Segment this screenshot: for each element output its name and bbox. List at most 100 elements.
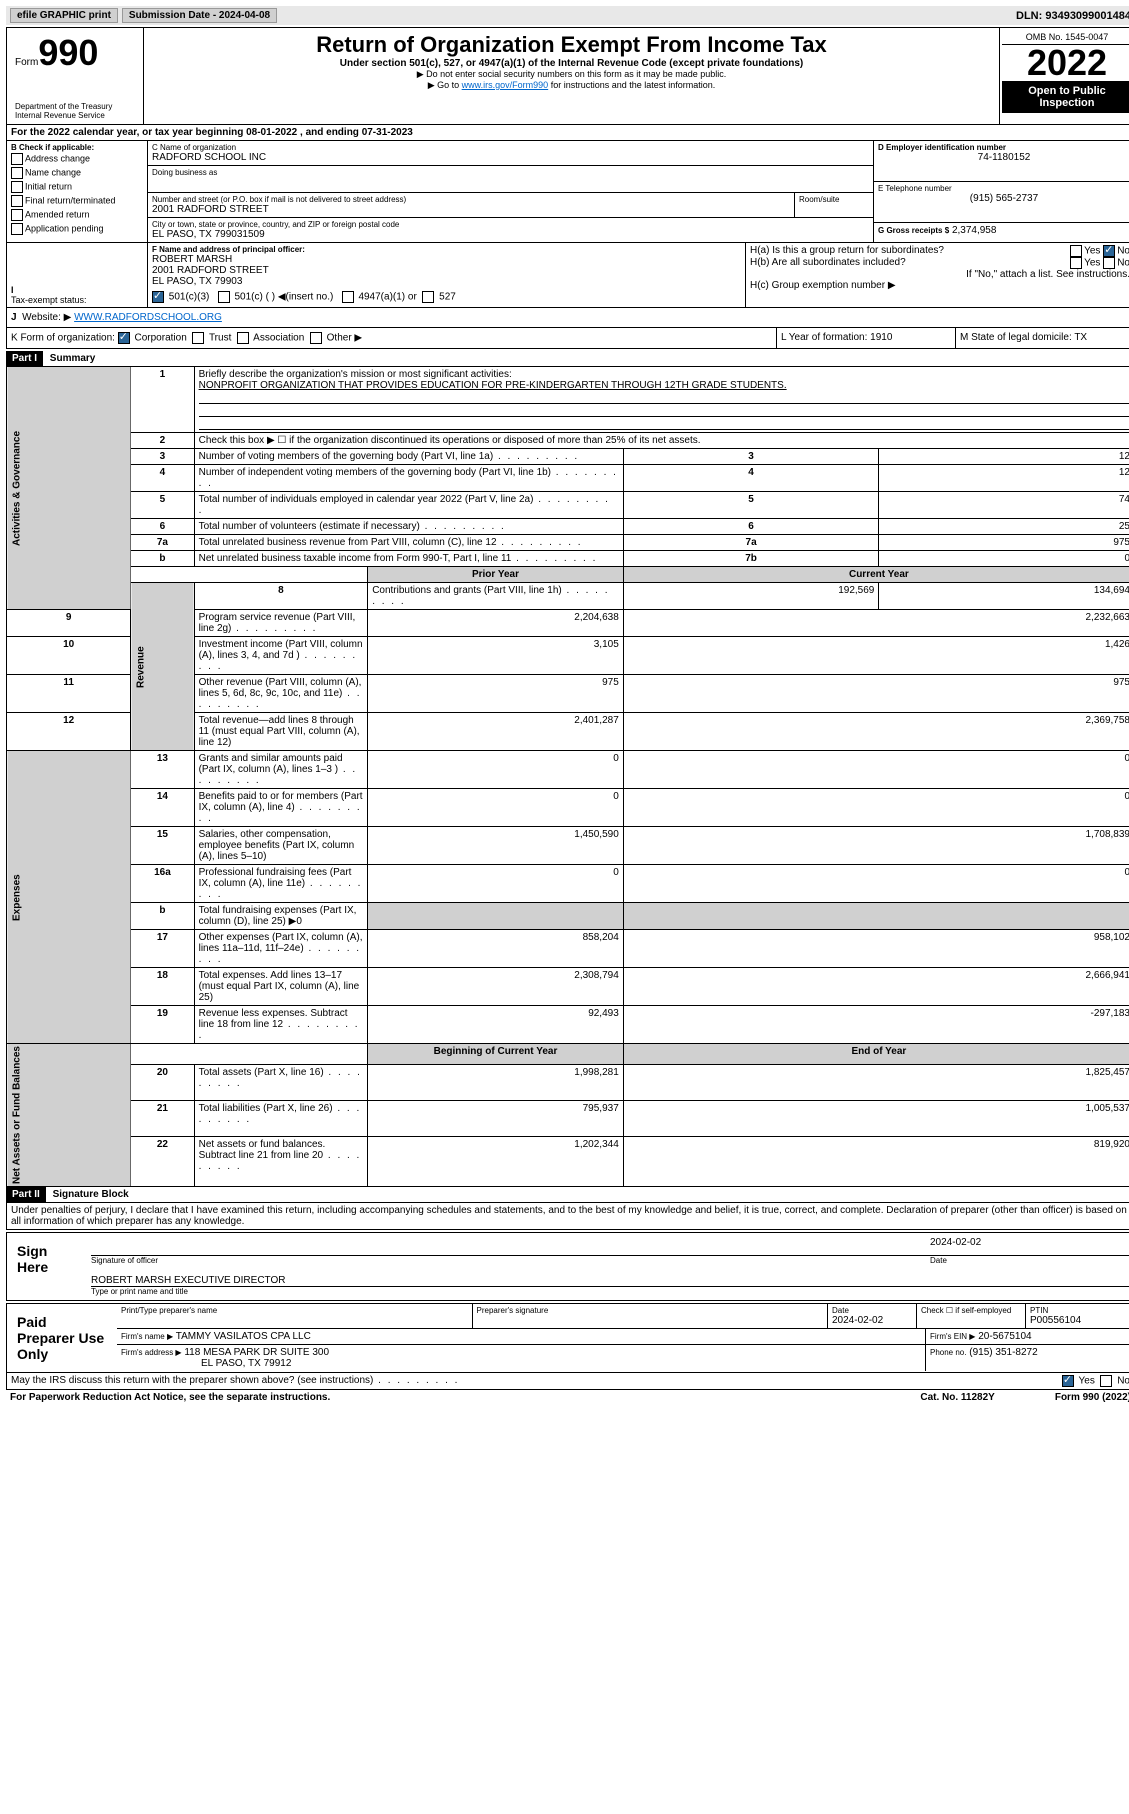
chk-pending[interactable]: Application pending [11,222,143,236]
gross-receipts: 2,374,958 [952,225,997,236]
city-state-zip: EL PASO, TX 799031509 [152,229,869,240]
k-trust[interactable] [192,332,204,344]
chk-address[interactable]: Address change [11,152,143,166]
part2-label: Part II [6,1187,46,1202]
irs-no[interactable] [1100,1375,1112,1387]
side-net: Net Assets or Fund Balances [7,1044,131,1187]
form-label: Form [15,57,38,68]
hb-no[interactable] [1103,257,1115,269]
b-label: B Check if applicable: [11,143,143,152]
exp-cur-6: 2,666,941 [623,968,1129,1006]
m-val: TX [1074,332,1087,343]
sig-date: 2024-02-02 [922,1237,1129,1256]
rev-n-0: 8 [194,583,368,610]
f-label: F Name and address of principal officer: [152,245,741,254]
officer-name: ROBERT MARSH [152,254,741,265]
summary-table: Activities & Governance 1 Briefly descri… [6,366,1129,1187]
section-deg: D Employer identification number 74-1180… [874,141,1129,242]
exp-desc-1: Benefits paid to or for members (Part IX… [194,789,368,827]
year-block: OMB No. 1545-0047 2022 Open to Public In… [999,28,1129,124]
rev-n-2: 10 [7,637,131,675]
gov-desc-4: Total unrelated business revenue from Pa… [194,535,623,551]
i-cell-left: I Tax-exempt status: [7,243,148,307]
e-label: E Telephone number [878,184,1129,193]
chk-name[interactable]: Name change [11,166,143,180]
top-bar: efile GRAPHIC print Submission Date - 20… [6,6,1129,25]
exp-desc-2: Salaries, other compensation, employee b… [194,827,368,865]
exp-prior-5: 858,204 [368,930,624,968]
gov-box-0: 3 [623,449,879,465]
phone: (915) 565-2737 [878,193,1129,204]
net-n-0: 20 [131,1065,194,1101]
gov-n-1: 4 [131,465,194,492]
exp-desc-7: Revenue less expenses. Subtract line 18 … [194,1006,368,1044]
section-j: J Website: ▶ WWW.RADFORDSCHOOL.ORG [6,308,1129,328]
net-n-1: 21 [131,1100,194,1136]
chk-initial[interactable]: Initial return [11,180,143,194]
title-block: Return of Organization Exempt From Incom… [144,28,999,124]
exp-n-2: 15 [131,827,194,865]
exp-cur-7: -297,183 [623,1006,1129,1044]
rev-cur-1: 2,232,663 [623,610,1129,637]
hb-note: If "No," attach a list. See instructions… [750,269,1129,280]
officer-name-sig: ROBERT MARSH EXECUTIVE DIRECTOR [91,1275,1129,1287]
col-current: Current Year [623,567,1129,583]
c-name-label: C Name of organization [152,143,869,152]
chk-501c[interactable] [218,291,230,303]
hb-yes[interactable] [1070,257,1082,269]
chk-final[interactable]: Final return/terminated [11,194,143,208]
gov-val-5: 0 [879,551,1129,567]
k-assoc[interactable] [237,332,249,344]
rev-cur-4: 2,369,758 [623,713,1129,751]
type-label: Type or print name and title [91,1287,1129,1296]
exp-prior-0: 0 [368,751,624,789]
k-label: K Form of organization: [11,333,115,344]
gov-box-3: 6 [623,519,879,535]
chk-4947[interactable] [342,291,354,303]
rev-prior-0: 192,569 [623,583,879,610]
k-other[interactable] [310,332,322,344]
q2: Check this box ▶ ☐ if the organization d… [194,433,1129,449]
gov-val-0: 12 [879,449,1129,465]
rev-cur-0: 134,694 [879,583,1129,610]
street-address: 2001 RADFORD STREET [152,204,790,215]
irs-link[interactable]: www.irs.gov/Form990 [462,80,549,90]
gov-val-3: 25 [879,519,1129,535]
irs-yes[interactable] [1062,1375,1074,1387]
blank-row [131,567,368,583]
tax-year-line: For the 2022 calendar year, or tax year … [7,125,1129,140]
chk-527[interactable] [422,291,434,303]
section-klm: K Form of organization: Corporation Trus… [6,328,1129,349]
firm-name-label: Firm's name ▶ [121,1332,173,1341]
gov-box-4: 7a [623,535,879,551]
ha-label: H(a) Is this a group return for subordin… [750,245,944,257]
rev-desc-0: Contributions and grants (Part VIII, lin… [368,583,624,610]
net-prior-2: 1,202,344 [368,1136,624,1186]
exp-cur-1: 0 [623,789,1129,827]
j-label: Website: ▶ [22,312,71,323]
firm-addr-label: Firm's address ▶ [121,1348,182,1357]
ha-no[interactable] [1103,245,1115,257]
k-corp[interactable] [118,332,130,344]
paid-preparer-block: Paid Preparer Use Only Print/Type prepar… [6,1303,1129,1373]
paid-prep-label: Paid Preparer Use Only [7,1304,117,1372]
prep-phone: (915) 351-8272 [969,1347,1037,1358]
rev-prior-4: 2,401,287 [368,713,624,751]
addr-label: Number and street (or P.O. box if mail i… [152,195,790,204]
exp-prior-3: 0 [368,865,624,903]
exp-desc-0: Grants and similar amounts paid (Part IX… [194,751,368,789]
ha-yes[interactable] [1070,245,1082,257]
rev-prior-2: 3,105 [368,637,624,675]
chk-501c3[interactable] [152,291,164,303]
hb-label: H(b) Are all subordinates included? [750,257,906,269]
form-990: 990 [38,32,98,73]
section-c: C Name of organization RADFORD SCHOOL IN… [148,141,874,242]
website-link[interactable]: WWW.RADFORDSCHOOL.ORG [74,312,222,323]
section-f: F Name and address of principal officer:… [148,243,746,307]
d-label: D Employer identification number [878,143,1129,152]
chk-amended[interactable]: Amended return [11,208,143,222]
exp-desc-6: Total expenses. Add lines 13–17 (must eq… [194,968,368,1006]
exp-prior-4 [368,903,624,930]
exp-prior-1: 0 [368,789,624,827]
rev-desc-2: Investment income (Part VIII, column (A)… [194,637,368,675]
